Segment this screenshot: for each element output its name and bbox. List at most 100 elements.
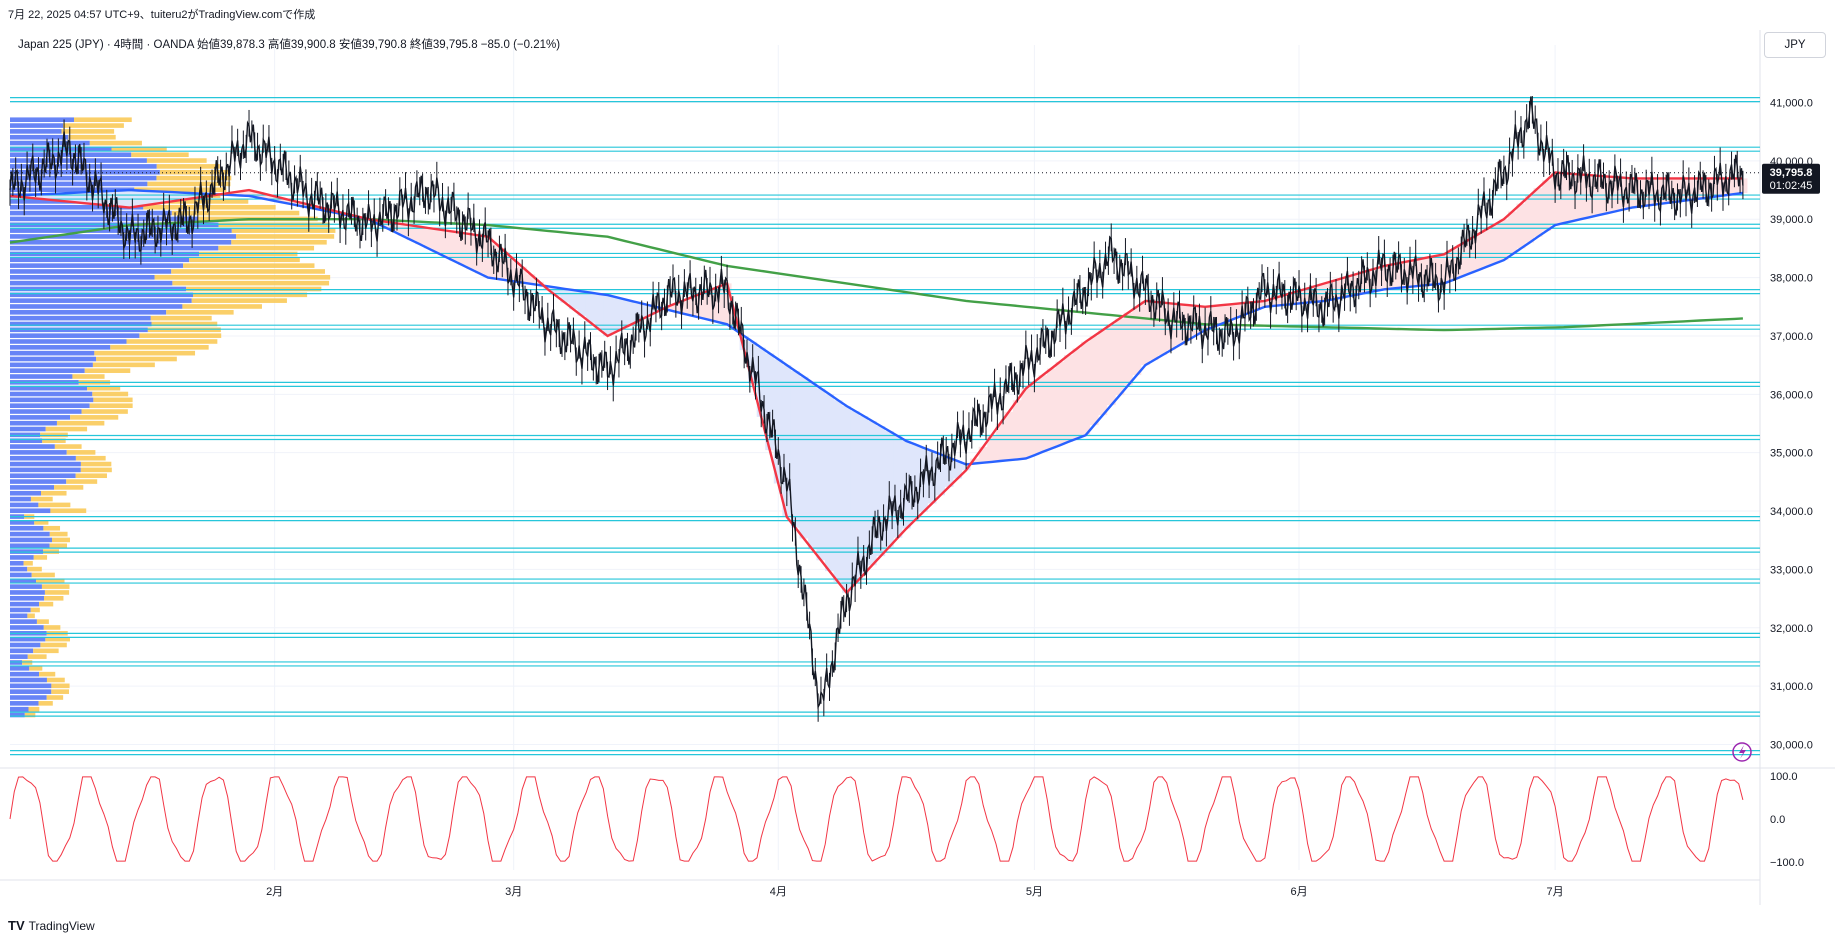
- volume-bar-up: [30, 496, 53, 502]
- volume-bar-up: [139, 333, 222, 338]
- volume-bar-up: [42, 438, 66, 444]
- volume-bar-up: [45, 636, 70, 642]
- volume-bar-up: [151, 321, 218, 327]
- volume-bar-down: [10, 485, 55, 490]
- volume-bar-down: [10, 671, 40, 677]
- volume-bar-down: [10, 140, 90, 146]
- volume-bar-up: [154, 274, 331, 280]
- volume-bar-up: [44, 595, 64, 601]
- volume-bar-up: [150, 315, 212, 321]
- volume-bar-down: [10, 508, 51, 514]
- volume-bar-up: [171, 269, 325, 274]
- volume-bar-up: [66, 450, 96, 455]
- oscillator-tick-label: −100.0: [1770, 857, 1804, 869]
- volume-bar-down: [10, 310, 167, 315]
- volume-bar-up: [192, 292, 308, 298]
- volume-bar-up: [28, 706, 40, 712]
- last-price-label: 39,795.8: [1770, 167, 1813, 179]
- volume-bar-up: [61, 129, 115, 134]
- volume-bar-down: [10, 333, 140, 338]
- volume-bar-up: [111, 146, 167, 152]
- volume-bar-down: [10, 403, 90, 408]
- volume-bar-down: [10, 169, 160, 175]
- volume-bar-down: [10, 187, 135, 193]
- volume-bar-down: [10, 584, 42, 589]
- footer-brand: TradingView: [28, 918, 95, 933]
- volume-bar-down: [10, 391, 93, 397]
- oscillator-tick-label: 100.0: [1770, 771, 1798, 783]
- last-price-box: [1762, 163, 1820, 194]
- volume-bar-down: [10, 210, 172, 216]
- volume-bar-down: [10, 257, 190, 263]
- volume-bar-up: [46, 677, 65, 683]
- volume-bar-down: [10, 409, 82, 414]
- volume-bar-up: [81, 409, 128, 414]
- volume-bar-up: [40, 432, 68, 438]
- volume-bar-up: [43, 625, 61, 630]
- volume-bar-down: [10, 543, 50, 549]
- volume-bar-down: [10, 560, 24, 566]
- volume-bar-up: [92, 362, 155, 368]
- oscillator-line: [9, 776, 1744, 862]
- volume-bar-down: [10, 420, 57, 426]
- volume-bar-down: [10, 304, 183, 309]
- volume-bar-up: [44, 590, 70, 595]
- volume-bar-up: [89, 403, 133, 408]
- volume-bar-down: [10, 701, 39, 706]
- volume-bar-down: [10, 502, 39, 508]
- time-tick-label: 2月: [266, 886, 283, 898]
- volume-bar-down: [10, 286, 187, 292]
- volume-bar-down: [10, 321, 152, 327]
- volume-bar-down: [10, 117, 75, 123]
- price-tick-label: 32,000.0: [1770, 623, 1813, 635]
- volume-bar-up: [33, 648, 59, 654]
- flash-icon[interactable]: [1732, 742, 1752, 762]
- price-tick-label: 33,000.0: [1770, 564, 1813, 576]
- volume-bar-down: [10, 374, 73, 379]
- volume-bar-up: [27, 566, 42, 572]
- volume-bar-up: [172, 280, 330, 286]
- volume-bar-down: [10, 712, 25, 718]
- volume-bar-up: [54, 444, 82, 449]
- ma-fast-line: [9, 171, 1743, 595]
- currency-button[interactable]: JPY: [1764, 32, 1826, 58]
- volume-bar-down: [10, 590, 45, 595]
- volume-bar-down: [10, 467, 81, 473]
- volume-bar-down: [10, 269, 172, 274]
- volume-bar-down: [10, 689, 52, 694]
- time-tick-label: 4月: [770, 886, 787, 898]
- time-tick-label: 7月: [1547, 886, 1564, 898]
- volume-bar-down: [10, 397, 94, 403]
- volume-bar-up: [74, 117, 132, 123]
- volume-bar-up: [147, 327, 221, 333]
- volume-bar-up: [38, 701, 53, 706]
- volume-bar-down: [10, 368, 85, 373]
- volume-bar-up: [89, 140, 142, 146]
- volume-bar-up: [70, 415, 119, 420]
- volume-bar-up: [80, 461, 112, 467]
- price-series: [9, 96, 1744, 722]
- volume-bar-down: [10, 473, 76, 479]
- volume-bar-up: [166, 310, 234, 315]
- price-tick-label: 37,000.0: [1770, 331, 1813, 343]
- volume-bar-up: [27, 613, 35, 619]
- volume-bar-down: [10, 362, 93, 368]
- volume-bar-up: [29, 666, 43, 671]
- tradingview-logo-icon: TV: [8, 918, 25, 933]
- volume-bar-down: [10, 292, 193, 298]
- volume-bar-up: [39, 671, 56, 677]
- volume-bar-down: [10, 280, 173, 286]
- volume-bar-up: [84, 368, 131, 373]
- countdown-label: 01:02:45: [1770, 180, 1813, 192]
- volume-bar-down: [10, 146, 112, 152]
- volume-bar-up: [134, 187, 227, 193]
- volume-bar-up: [34, 520, 49, 525]
- volume-bar-up: [93, 397, 133, 403]
- volume-bar-down: [10, 537, 52, 543]
- volume-bar-down: [10, 345, 111, 350]
- volume-bar-up: [39, 601, 54, 607]
- volume-bar-up: [182, 304, 262, 309]
- volume-bar-up: [51, 537, 70, 543]
- volume-bar-up: [49, 543, 68, 549]
